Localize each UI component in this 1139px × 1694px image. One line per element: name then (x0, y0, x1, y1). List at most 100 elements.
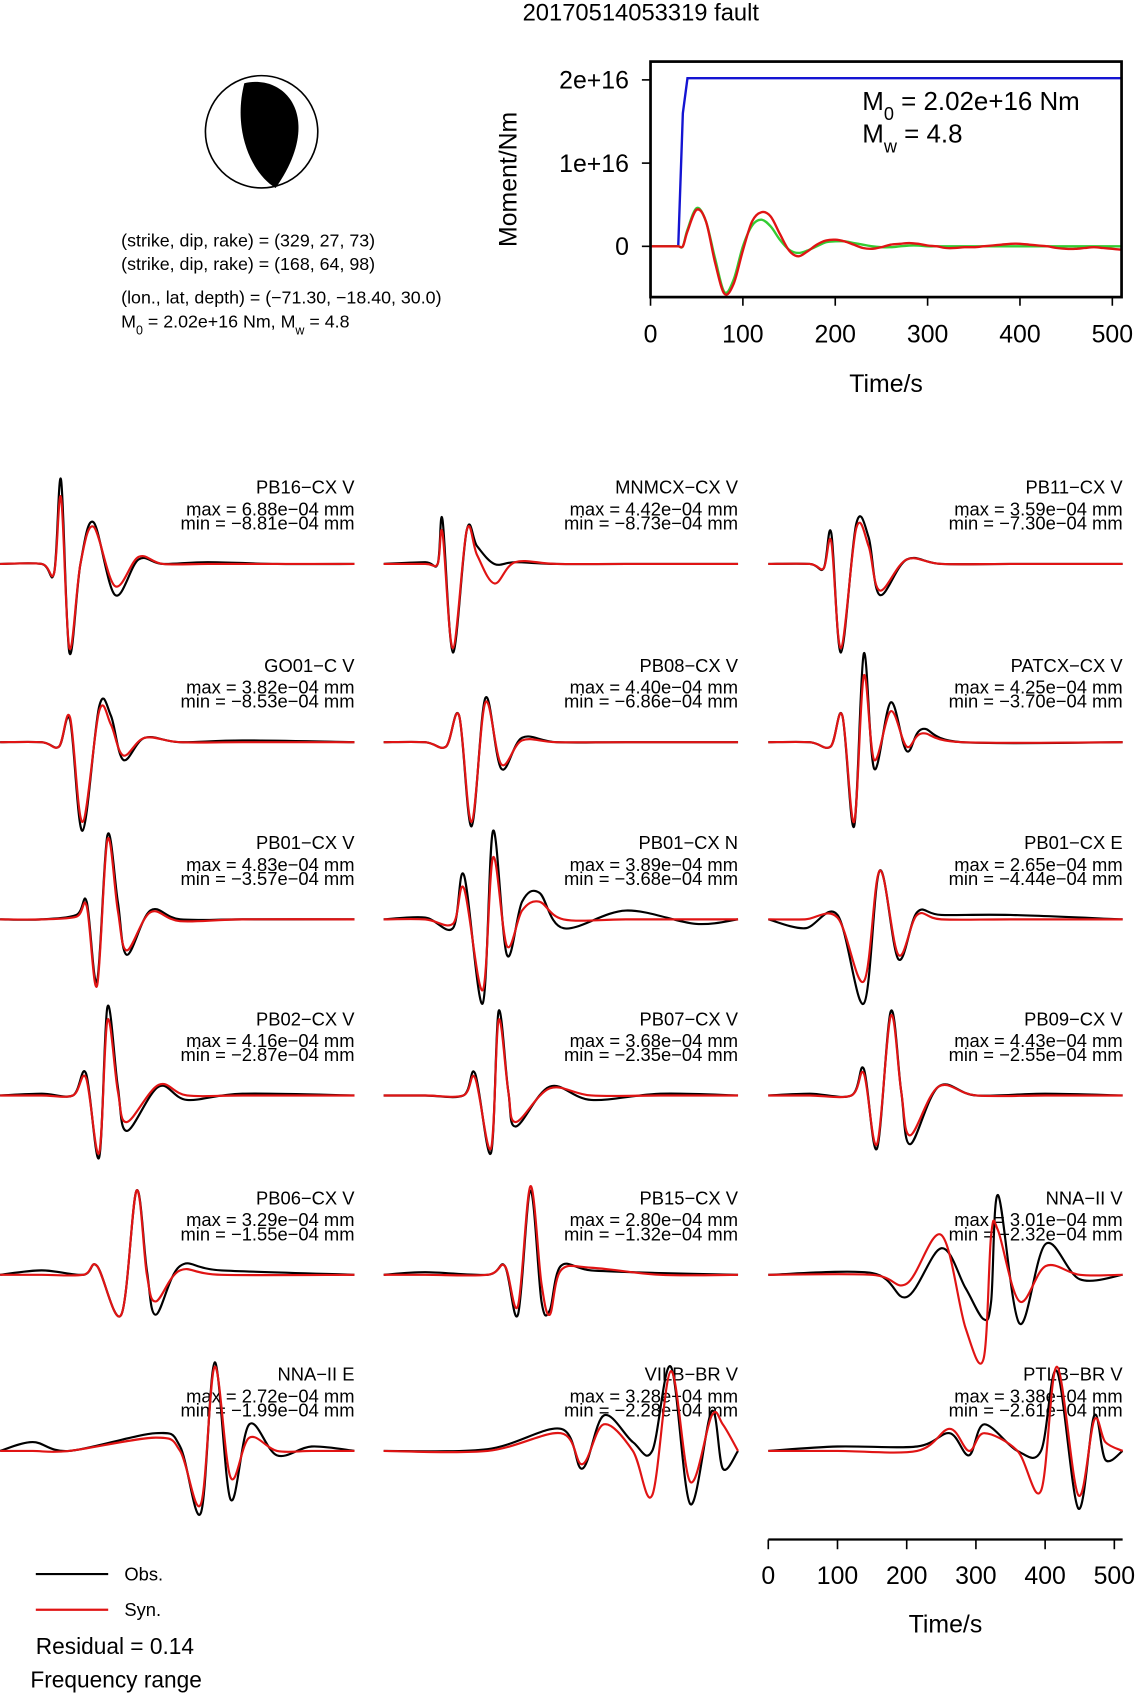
station-label: PB07−CX V (640, 1008, 739, 1029)
min-label: min = −1.99e−04 mm (180, 1399, 354, 1420)
min-label: min = −1.32e−04 mm (564, 1223, 738, 1244)
text-part: w (294, 323, 305, 337)
max-label: max = 4.16e−04 mm (186, 1030, 354, 1051)
min-label: min = −4.44e−04 mm (949, 868, 1123, 889)
min-label: min = −1.55e−04 mm (180, 1223, 354, 1244)
x-tick-label: 500 (1094, 1563, 1135, 1590)
min-label: min = −8.73e−04 mm (564, 512, 738, 533)
figure-title: 20170514053319 fault (523, 0, 760, 27)
syn-trace (383, 1185, 739, 1316)
min-label: min = −2.32e−04 mm (949, 1223, 1123, 1244)
text-part: = 4.8 (897, 121, 963, 149)
syn-trace (768, 869, 1123, 983)
min-label: min = −3.68e−04 mm (564, 868, 738, 889)
min-label: min = −8.81e−04 mm (180, 512, 354, 533)
frequency-label: Frequency range (30, 1667, 201, 1693)
syn-trace (383, 1370, 739, 1499)
min-label: min = −7.30e−04 mm (949, 512, 1123, 533)
moment-line (650, 208, 1122, 296)
syn-trace (0, 1018, 355, 1155)
station-label: PTLB−BR V (1023, 1364, 1123, 1385)
min-label: min = −2.35e−04 mm (564, 1044, 738, 1065)
max-label: max = 3.89e−04 mm (570, 854, 738, 875)
min-label: min = −6.86e−04 mm (564, 691, 738, 712)
x-tick-label: 300 (907, 321, 948, 348)
max-label: max = 3.29e−04 mm (186, 1209, 354, 1230)
obs-trace (383, 515, 739, 654)
text-part: 0 (136, 323, 143, 337)
min-label: min = −8.53e−04 mm (180, 691, 354, 712)
obs-trace (768, 869, 1123, 1005)
obs-trace (0, 832, 355, 984)
station-label: MNMCX−CX V (615, 477, 739, 498)
syn-trace (383, 1018, 739, 1151)
syn-trace (768, 1219, 1123, 1365)
max-label: max = 3.68e−04 mm (570, 1030, 738, 1051)
mw-label: Mw = 4.8 (862, 121, 962, 157)
x-tick-label: 0 (644, 321, 658, 348)
syn-trace (0, 1365, 355, 1508)
station-label: PB09−CX V (1024, 1008, 1123, 1029)
syn-trace (768, 674, 1123, 824)
x-tick-label: 100 (722, 321, 763, 348)
syn-trace (0, 704, 355, 824)
station-label: NNA−II V (1046, 1188, 1124, 1209)
x-tick-label: 300 (955, 1563, 996, 1590)
min-label: min = −3.70e−04 mm (949, 691, 1123, 712)
obs-trace (383, 696, 739, 828)
text-part: w (883, 137, 898, 157)
residual-label: Residual = 0.14 (36, 1633, 194, 1659)
text-part: 0 (884, 104, 894, 124)
syn-trace (0, 495, 355, 651)
x-tick-label: 100 (817, 1563, 858, 1590)
y-axis-label: Moment/Nm (496, 112, 523, 247)
y-tick-label: 0 (615, 234, 629, 261)
station-label: PB02−CX V (256, 1008, 355, 1029)
text-part: = 2.02e+16 Nm (894, 88, 1080, 116)
obs-trace (383, 1365, 739, 1506)
max-label: max = 3.59e−04 mm (954, 498, 1122, 519)
x-tick-label: 200 (815, 321, 856, 348)
max-label: max = 3.28e−04 mm (570, 1385, 738, 1406)
x-tick-label: 400 (1024, 1563, 1065, 1590)
station-label: PB15−CX V (640, 1188, 739, 1209)
station-label: PB01−CX N (639, 832, 739, 853)
moment-line (650, 206, 1122, 295)
x-axis-label: Time/s (909, 1611, 983, 1638)
max-label: max = 4.43e−04 mm (954, 1030, 1122, 1051)
x-tick-label: 0 (761, 1563, 775, 1590)
station-label: PB01−CX E (1024, 832, 1123, 853)
syn-trace (383, 525, 739, 650)
location-text: (lon., lat, depth) = (−71.30, −18.40, 30… (121, 288, 441, 308)
x-tick-label: 400 (999, 321, 1040, 348)
max-label: max = 3.82e−04 mm (186, 677, 354, 698)
station-label: NNA−II E (277, 1364, 354, 1385)
syn-trace (768, 1365, 1124, 1497)
max-label: max = 6.88e−04 mm (186, 498, 354, 519)
station-label: GO01−C V (264, 655, 355, 676)
text-part: M (862, 121, 884, 149)
legend-label: Syn. (124, 1599, 161, 1620)
plot-frame (649, 60, 1123, 299)
syn-trace (0, 837, 355, 988)
syn-trace (768, 521, 1123, 650)
obs-trace (0, 697, 355, 832)
station-label: PB11−CX V (1026, 477, 1124, 498)
station-label: PB08−CX V (640, 655, 739, 676)
obs-trace (768, 1193, 1123, 1325)
x-tick-label: 500 (1092, 321, 1133, 348)
moment-line (650, 77, 1122, 248)
text-part: = 2.02e+16 Nm, M (143, 311, 295, 331)
min-label: min = −2.61e−04 mm (949, 1399, 1123, 1420)
station-label: PB06−CX V (256, 1188, 355, 1209)
plane-text: (strike, dip, rake) = (168, 64, 98) (121, 254, 375, 274)
syn-trace (768, 1014, 1123, 1146)
station-label: PB16−CX V (256, 477, 355, 498)
max-label: max = 4.42e−04 mm (570, 498, 738, 519)
station-label: VILB−BR V (645, 1364, 739, 1385)
min-label: min = −2.55e−04 mm (949, 1044, 1123, 1065)
syn-trace (383, 700, 739, 824)
text-part: = 4.8 (304, 311, 349, 331)
min-label: min = −3.57e−04 mm (180, 868, 354, 889)
plane-text: (strike, dip, rake) = (329, 27, 73) (121, 230, 375, 250)
